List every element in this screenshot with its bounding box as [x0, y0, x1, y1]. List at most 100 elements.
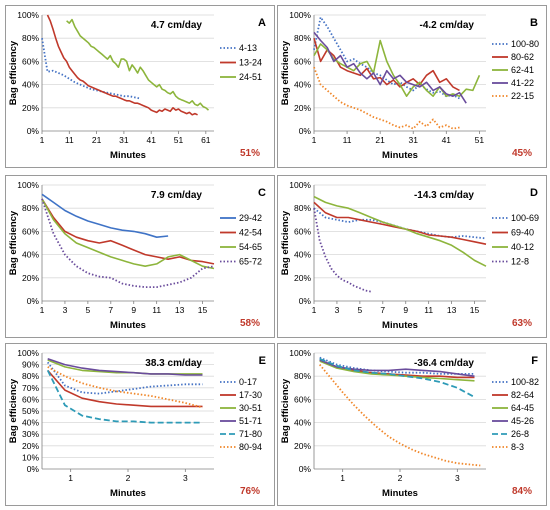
x-tick-label: 13: [175, 305, 185, 315]
x-tick-label: 31: [119, 135, 129, 145]
x-tick-label: 1: [68, 473, 73, 483]
y-tick-label: 100%: [289, 180, 311, 190]
series-line: [313, 39, 481, 97]
y-tick-label: 40%: [22, 80, 39, 90]
legend-label: 0-17: [239, 377, 257, 387]
legend-label: 13-24: [239, 58, 262, 68]
efficiency-percent: 58%: [240, 318, 260, 329]
y-tick-label: 60%: [294, 394, 311, 404]
x-tick-label: 3: [183, 473, 188, 483]
y-tick-label: 20%: [22, 273, 39, 283]
x-tick-label: 3: [455, 473, 460, 483]
y-tick-label: 100%: [17, 180, 39, 190]
y-axis-title: Bag efficiency: [8, 210, 19, 275]
rate-label: 7.9 cm/day: [151, 190, 203, 201]
panel-letter: F: [531, 355, 538, 367]
y-tick-label: 0%: [27, 464, 40, 474]
chart-c: 0%20%40%60%80%100%1 3 5 7 9 11 13 15MinutesBag …: [8, 180, 266, 331]
series-line: [47, 358, 203, 376]
series-line: [41, 38, 141, 100]
y-tick-label: 0%: [27, 126, 40, 136]
x-tick-label: 13: [447, 305, 457, 315]
legend-label: 62-41: [511, 65, 534, 75]
legend-label: 100-82: [511, 377, 539, 387]
y-tick-label: 80%: [294, 33, 311, 43]
legend-label: 71-80: [239, 429, 262, 439]
legend-label: 42-54: [239, 228, 262, 238]
efficiency-percent: 84%: [512, 486, 532, 497]
chart-f: 0% 20% 40% 60% 80% 100% 1 2 3 Minutes Bag efficien…: [280, 348, 539, 499]
x-tick-label: 2: [126, 473, 131, 483]
panel-letter: C: [258, 187, 266, 199]
y-axis-title: Bag efficiency: [280, 40, 291, 105]
legend-label: 29-42: [239, 213, 262, 223]
y-axis-title: Bag efficiency: [8, 40, 19, 105]
panel-d: 0% 20% 40% 60% 80% 100% 1 3 5 7 9 11 13 15 Minutes Bag …: [277, 175, 547, 338]
efficiency-percent: 76%: [240, 486, 260, 497]
legend-label: 80-94: [239, 442, 262, 452]
legend-label: 26-8: [511, 429, 529, 439]
legend-label: 54-65: [239, 242, 262, 252]
efficiency-percent: 63%: [512, 318, 532, 329]
y-tick-label: 70%: [22, 383, 39, 393]
x-axis-title: Minutes: [110, 320, 146, 331]
y-tick-label: 20%: [22, 103, 39, 113]
y-axis-title: Bag efficiency: [280, 210, 291, 275]
legend-label: 82-64: [511, 390, 534, 400]
x-tick-label: 1: [312, 135, 317, 145]
series-line: [46, 14, 198, 116]
y-tick-label: 0%: [27, 296, 40, 306]
series-line: [313, 195, 487, 267]
y-tick-label: 80%: [294, 371, 311, 381]
legend-label: 51-71: [239, 416, 262, 426]
y-tick-label: 60%: [22, 56, 39, 66]
x-axis-title: Minutes: [110, 488, 146, 499]
series-line: [41, 198, 215, 270]
y-tick-label: 40%: [294, 80, 311, 90]
y-tick-label: 40%: [294, 418, 311, 428]
panel-f: 0% 20% 40% 60% 80% 100% 1 2 3 Minutes Bag efficien…: [277, 343, 547, 506]
series-line: [319, 364, 481, 467]
series-line: [41, 198, 215, 265]
y-axis-title: Bag efficiency: [8, 378, 19, 443]
x-tick-label: 21: [92, 135, 102, 145]
series-line: [313, 37, 460, 92]
y-tick-label: 50%: [22, 406, 39, 416]
legend-label: 17-30: [239, 390, 262, 400]
y-tick-label: 20%: [294, 441, 311, 451]
panel-b: 0% 20% 40% 60% 80% 100% 1 11 21 31 41 51 Minutes Bag …: [277, 5, 547, 168]
x-tick-label: 5: [85, 305, 90, 315]
series-line: [66, 18, 210, 111]
y-tick-label: 0%: [299, 126, 312, 136]
y-tick-label: 10%: [22, 452, 39, 462]
series-line: [47, 366, 203, 409]
y-tick-label: 90%: [22, 360, 39, 370]
y-tick-label: 30%: [22, 429, 39, 439]
series-line: [46, 370, 203, 424]
y-tick-label: 80%: [22, 203, 39, 213]
x-tick-label: 1: [312, 305, 317, 315]
series-line: [319, 360, 475, 382]
y-axis-title: Bag efficiency: [280, 378, 291, 443]
x-axis-title: Minutes: [110, 150, 146, 161]
legend-label: 4-13: [239, 43, 257, 53]
y-tick-label: 60%: [294, 56, 311, 66]
x-tick-label: 11: [343, 135, 352, 145]
y-tick-label: 20%: [22, 441, 39, 451]
rate-label: -14.3 cm/day: [414, 190, 474, 201]
x-tick-label: 9: [131, 305, 136, 315]
x-tick-label: 5: [357, 305, 362, 315]
x-tick-label: 11: [65, 135, 74, 145]
x-tick-label: 41: [442, 135, 452, 145]
x-tick-label: 9: [403, 305, 408, 315]
chart-e: 0% 10%20% 30%40% 50% 60%70% 80%90% 100% 1 2 3 Minu…: [8, 348, 266, 499]
y-tick-label: 80%: [22, 33, 39, 43]
x-tick-label: 2: [398, 473, 403, 483]
chart-d: 0%20%40%60%80%100%1 3 5 7 9 11 13 15MinutesBag …: [280, 180, 539, 331]
y-tick-label: 0%: [299, 464, 312, 474]
y-tick-label: 40%: [22, 418, 39, 428]
x-tick-label: 7: [108, 305, 113, 315]
x-tick-label: 7: [380, 305, 385, 315]
rate-label: -4.2 cm/day: [420, 20, 475, 31]
